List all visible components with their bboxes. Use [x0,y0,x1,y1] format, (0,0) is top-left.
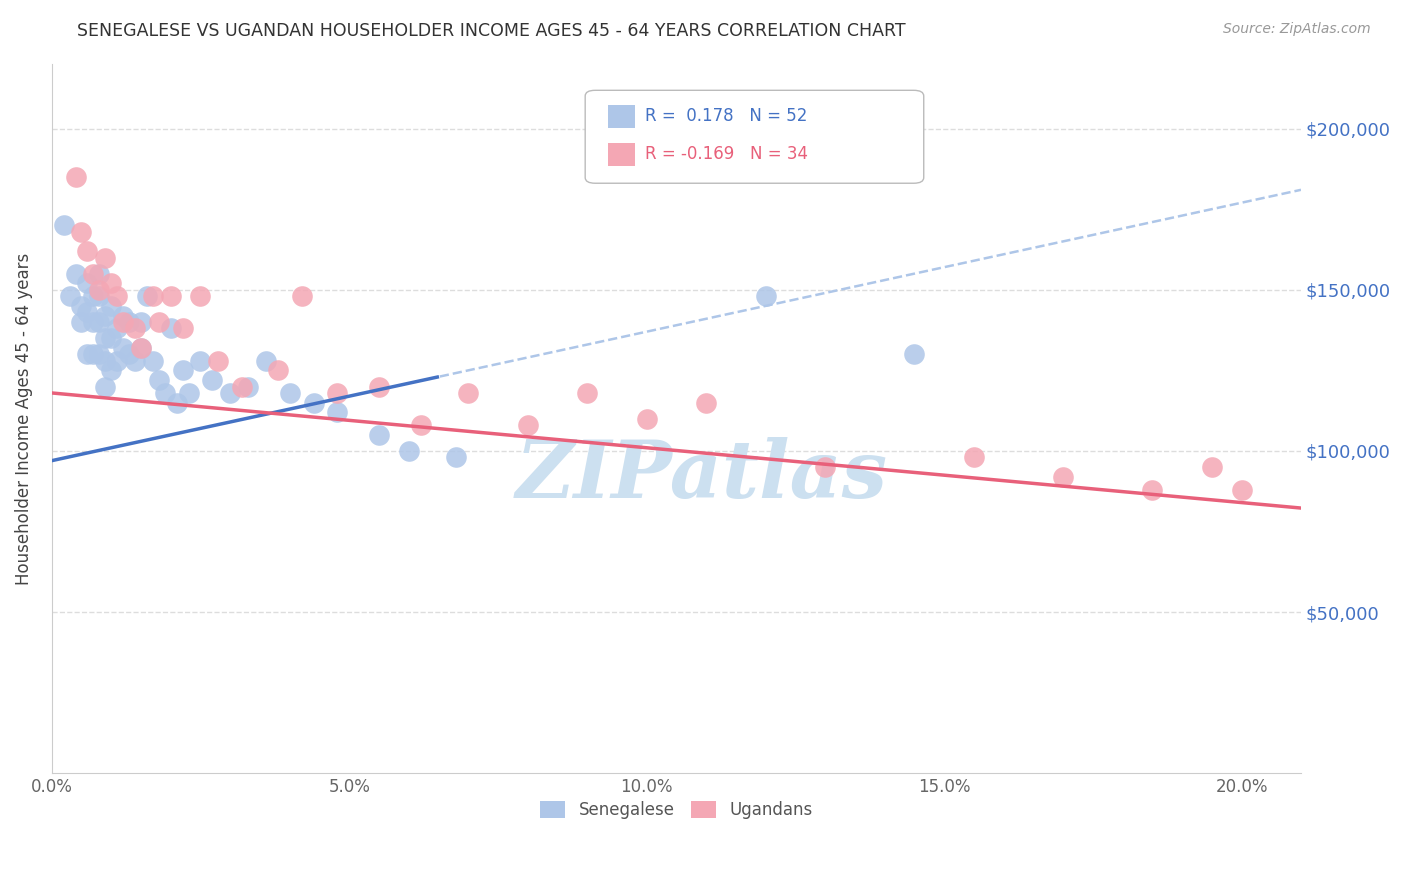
Text: Source: ZipAtlas.com: Source: ZipAtlas.com [1223,22,1371,37]
Point [52,219,75,233]
Point [254,353,277,368]
Point [172,321,194,335]
Point [219,386,242,401]
Point [100,299,122,313]
Point [124,321,146,335]
Point [76,305,98,319]
Point [231,379,253,393]
Point [695,395,717,409]
Point [76,277,98,291]
Point [70,225,93,239]
Point [82,315,104,329]
Point [159,321,181,335]
Point [129,341,152,355]
Point [118,347,141,361]
Point [94,331,117,345]
Text: R = -0.169   N = 34: R = -0.169 N = 34 [645,145,808,163]
Point [76,244,98,258]
Point [89,283,111,297]
Point [177,386,200,401]
FancyBboxPatch shape [585,90,924,183]
Point [82,267,104,281]
Point [94,379,117,393]
Point [76,347,98,361]
Point [142,289,165,303]
Point [94,251,117,265]
Point [82,347,104,361]
Point [755,289,778,303]
Point [142,353,165,368]
Point [636,411,658,425]
Point [105,353,128,368]
Point [1142,483,1164,497]
Point [446,450,468,465]
Point [100,277,122,291]
Point [302,395,325,409]
Point [201,373,224,387]
Point [278,386,301,401]
Point [190,289,212,303]
Point [368,379,391,393]
Point [172,363,194,377]
Point [814,460,837,475]
Y-axis label: Householder Income Ages 45 - 64 years: Householder Income Ages 45 - 64 years [15,252,32,585]
Point [903,347,925,361]
Point [148,373,170,387]
Point [112,341,135,355]
Point [236,379,259,393]
Point [1230,483,1253,497]
Point [368,428,391,442]
Point [82,289,104,303]
FancyBboxPatch shape [607,143,636,166]
Point [1052,470,1074,484]
Point [207,353,229,368]
Point [100,331,122,345]
Point [94,353,117,368]
Point [1201,460,1223,475]
Text: R =  0.178   N = 52: R = 0.178 N = 52 [645,107,807,125]
Point [89,315,111,329]
Point [457,386,479,401]
Point [963,450,986,465]
Point [105,321,128,335]
Point [65,267,87,281]
Point [576,386,599,401]
Point [129,315,152,329]
Point [129,341,152,355]
Point [112,309,135,323]
Point [70,315,93,329]
Text: SENEGALESE VS UGANDAN HOUSEHOLDER INCOME AGES 45 - 64 YEARS CORRELATION CHART: SENEGALESE VS UGANDAN HOUSEHOLDER INCOME… [77,22,905,40]
Point [326,405,349,419]
Point [89,347,111,361]
Point [58,289,80,303]
Point [118,315,141,329]
Point [326,386,349,401]
Point [65,169,87,184]
Point [159,289,181,303]
Point [516,418,538,433]
Point [409,418,432,433]
Legend: Senegalese, Ugandans: Senegalese, Ugandans [533,794,820,825]
Point [112,315,135,329]
Point [153,386,176,401]
Point [94,309,117,323]
Text: ZIPatlas: ZIPatlas [516,437,887,515]
Point [267,363,290,377]
Point [124,353,146,368]
Point [148,315,170,329]
Point [166,395,188,409]
Point [291,289,314,303]
Point [136,289,159,303]
Point [70,299,93,313]
Point [100,363,122,377]
Point [89,267,111,281]
FancyBboxPatch shape [607,105,636,128]
Point [89,289,111,303]
Point [105,289,128,303]
Point [398,444,420,458]
Point [190,353,212,368]
